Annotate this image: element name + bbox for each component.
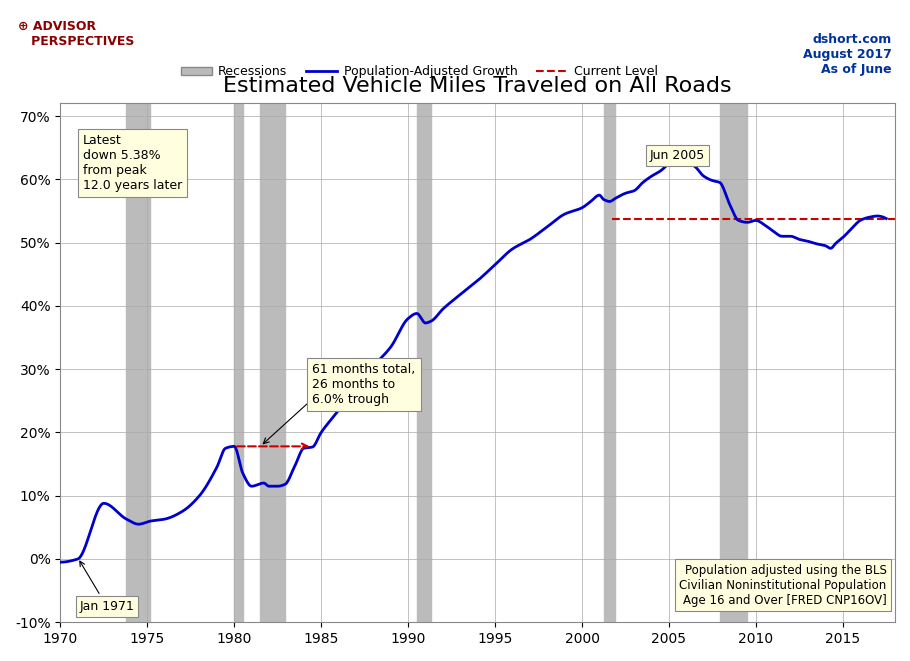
Bar — [417, 103, 431, 622]
Text: Latest
down 5.38%
from peak
12.0 years later: Latest down 5.38% from peak 12.0 years l… — [83, 134, 182, 192]
Title: Estimated Vehicle Miles Traveled on All Roads: Estimated Vehicle Miles Traveled on All … — [223, 76, 732, 97]
Text: Jun 2005: Jun 2005 — [650, 149, 705, 162]
Legend: Recessions, Population-Adjusted Growth, Current Level: Recessions, Population-Adjusted Growth, … — [176, 60, 662, 83]
Text: Population adjusted using the BLS
Civilian Noninstitutional Population
Age 16 an: Population adjusted using the BLS Civili… — [680, 564, 886, 607]
Bar — [234, 103, 243, 622]
Bar — [603, 103, 615, 622]
Text: 61 months total,
26 months to
6.0% trough: 61 months total, 26 months to 6.0% troug… — [312, 364, 416, 407]
Bar — [720, 103, 747, 622]
Text: Jan 1971: Jan 1971 — [79, 561, 135, 613]
Text: dshort.com
August 2017
As of June: dshort.com August 2017 As of June — [803, 33, 892, 76]
Bar — [126, 103, 150, 622]
Bar — [260, 103, 285, 622]
Text: ⊕ ADVISOR
   PERSPECTIVES: ⊕ ADVISOR PERSPECTIVES — [18, 20, 135, 48]
